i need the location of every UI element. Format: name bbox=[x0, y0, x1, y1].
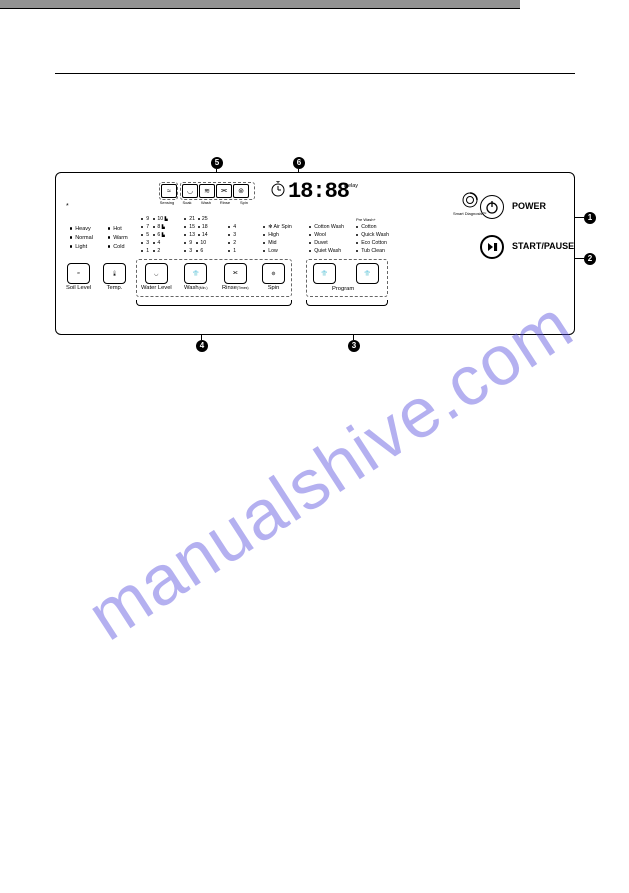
water-level-button[interactable]: ◡ Water Level bbox=[141, 263, 172, 291]
program-next-icon: 👕 bbox=[356, 263, 379, 284]
program-list-2: Cotton Quick Wash Eco Cotton Tub Clean bbox=[356, 223, 389, 255]
smart-diagnosis-icon bbox=[461, 191, 479, 209]
rinse-button-icon: ⫘ bbox=[224, 263, 247, 284]
spin-levels: ✻ Air Spin High Mid Low bbox=[263, 223, 292, 255]
start-pause-button[interactable] bbox=[480, 235, 504, 259]
soil-list: Heavy Normal Light bbox=[70, 225, 93, 252]
start-pause-label: START/PAUSE bbox=[512, 241, 574, 251]
rinse-icon: ⫘ bbox=[216, 184, 232, 198]
spin-icon: ⊚ bbox=[233, 184, 249, 198]
soak-icon: ◡ bbox=[182, 184, 198, 198]
soil-icon: ≈ bbox=[67, 263, 90, 284]
callout-1: 1 bbox=[584, 212, 596, 224]
page: 5 6 1 2 3 4 * ≈ ◡ ≋ ⫘ ⊚ Sensing Soak Was… bbox=[0, 0, 629, 893]
callout-3: 3 bbox=[348, 340, 360, 352]
program-prev-icon: 👕 bbox=[313, 263, 336, 284]
rinse-levels: 4 3 2 1 bbox=[228, 223, 236, 255]
clock-icon bbox=[270, 181, 286, 199]
program-label: Program bbox=[332, 286, 354, 292]
program-button-left[interactable]: 👕 bbox=[313, 263, 336, 284]
delay-indicator bbox=[346, 190, 348, 192]
soil-button[interactable]: ≈ Soil Level bbox=[66, 263, 91, 291]
callout-2: 2 bbox=[584, 253, 596, 265]
power-button[interactable] bbox=[480, 195, 504, 219]
prewash-label: Pre Wash+ bbox=[356, 217, 376, 222]
delay-label: Delay bbox=[344, 183, 358, 189]
program-button-right[interactable]: 👕 bbox=[356, 263, 379, 284]
wash-icon: ≋ bbox=[199, 184, 215, 198]
rinse-button[interactable]: ⫘ Rinse(Times) bbox=[222, 263, 249, 291]
spin-button[interactable]: ⊚ Spin bbox=[262, 263, 285, 291]
callout-4: 4 bbox=[196, 340, 208, 352]
callout-line-2 bbox=[574, 258, 584, 259]
sensing-group: ≈ bbox=[159, 182, 178, 200]
wash-button[interactable]: 👕 Wash(Min.) bbox=[184, 263, 208, 291]
top-icon-labels: Sensing Soak Wash Rinse Spin bbox=[159, 200, 251, 205]
bracket-4 bbox=[136, 300, 292, 306]
wash-levels: 21 25 15 18 13 14 9 10 3 6 bbox=[184, 215, 208, 255]
bracket-3 bbox=[306, 300, 388, 306]
water-levels: 9 10 ▙ 7 8 ▙ 5 6 ▙ 3 4 1 2 bbox=[141, 215, 168, 255]
power-label: POWER bbox=[512, 201, 546, 211]
callout-6: 6 bbox=[293, 157, 305, 169]
star-note: * bbox=[66, 203, 69, 210]
temp-button[interactable]: 🌡 Temp. bbox=[103, 263, 126, 291]
wash-button-icon: 👕 bbox=[184, 263, 207, 284]
divider-mid-thick bbox=[0, 0, 520, 8]
display-time: 18:88 bbox=[288, 179, 349, 204]
water-level-icon: ◡ bbox=[145, 263, 168, 284]
sensing-icon: ≈ bbox=[161, 184, 177, 198]
program-list-1: Cotton Wash Wool Duvet Quiet Wash bbox=[309, 223, 344, 255]
divider-top bbox=[55, 73, 575, 74]
spin-button-icon: ⊚ bbox=[262, 263, 285, 284]
divider-mid-thin bbox=[0, 8, 520, 9]
process-group: ◡ ≋ ⫘ ⊚ bbox=[180, 182, 255, 200]
temp-list: Hot Warm Cold bbox=[108, 225, 128, 252]
callout-5: 5 bbox=[211, 157, 223, 169]
thermometer-icon: 🌡 bbox=[103, 263, 126, 284]
control-panel: * ≈ ◡ ≋ ⫘ ⊚ Sensing Soak Wash Rinse Spin bbox=[55, 172, 575, 335]
